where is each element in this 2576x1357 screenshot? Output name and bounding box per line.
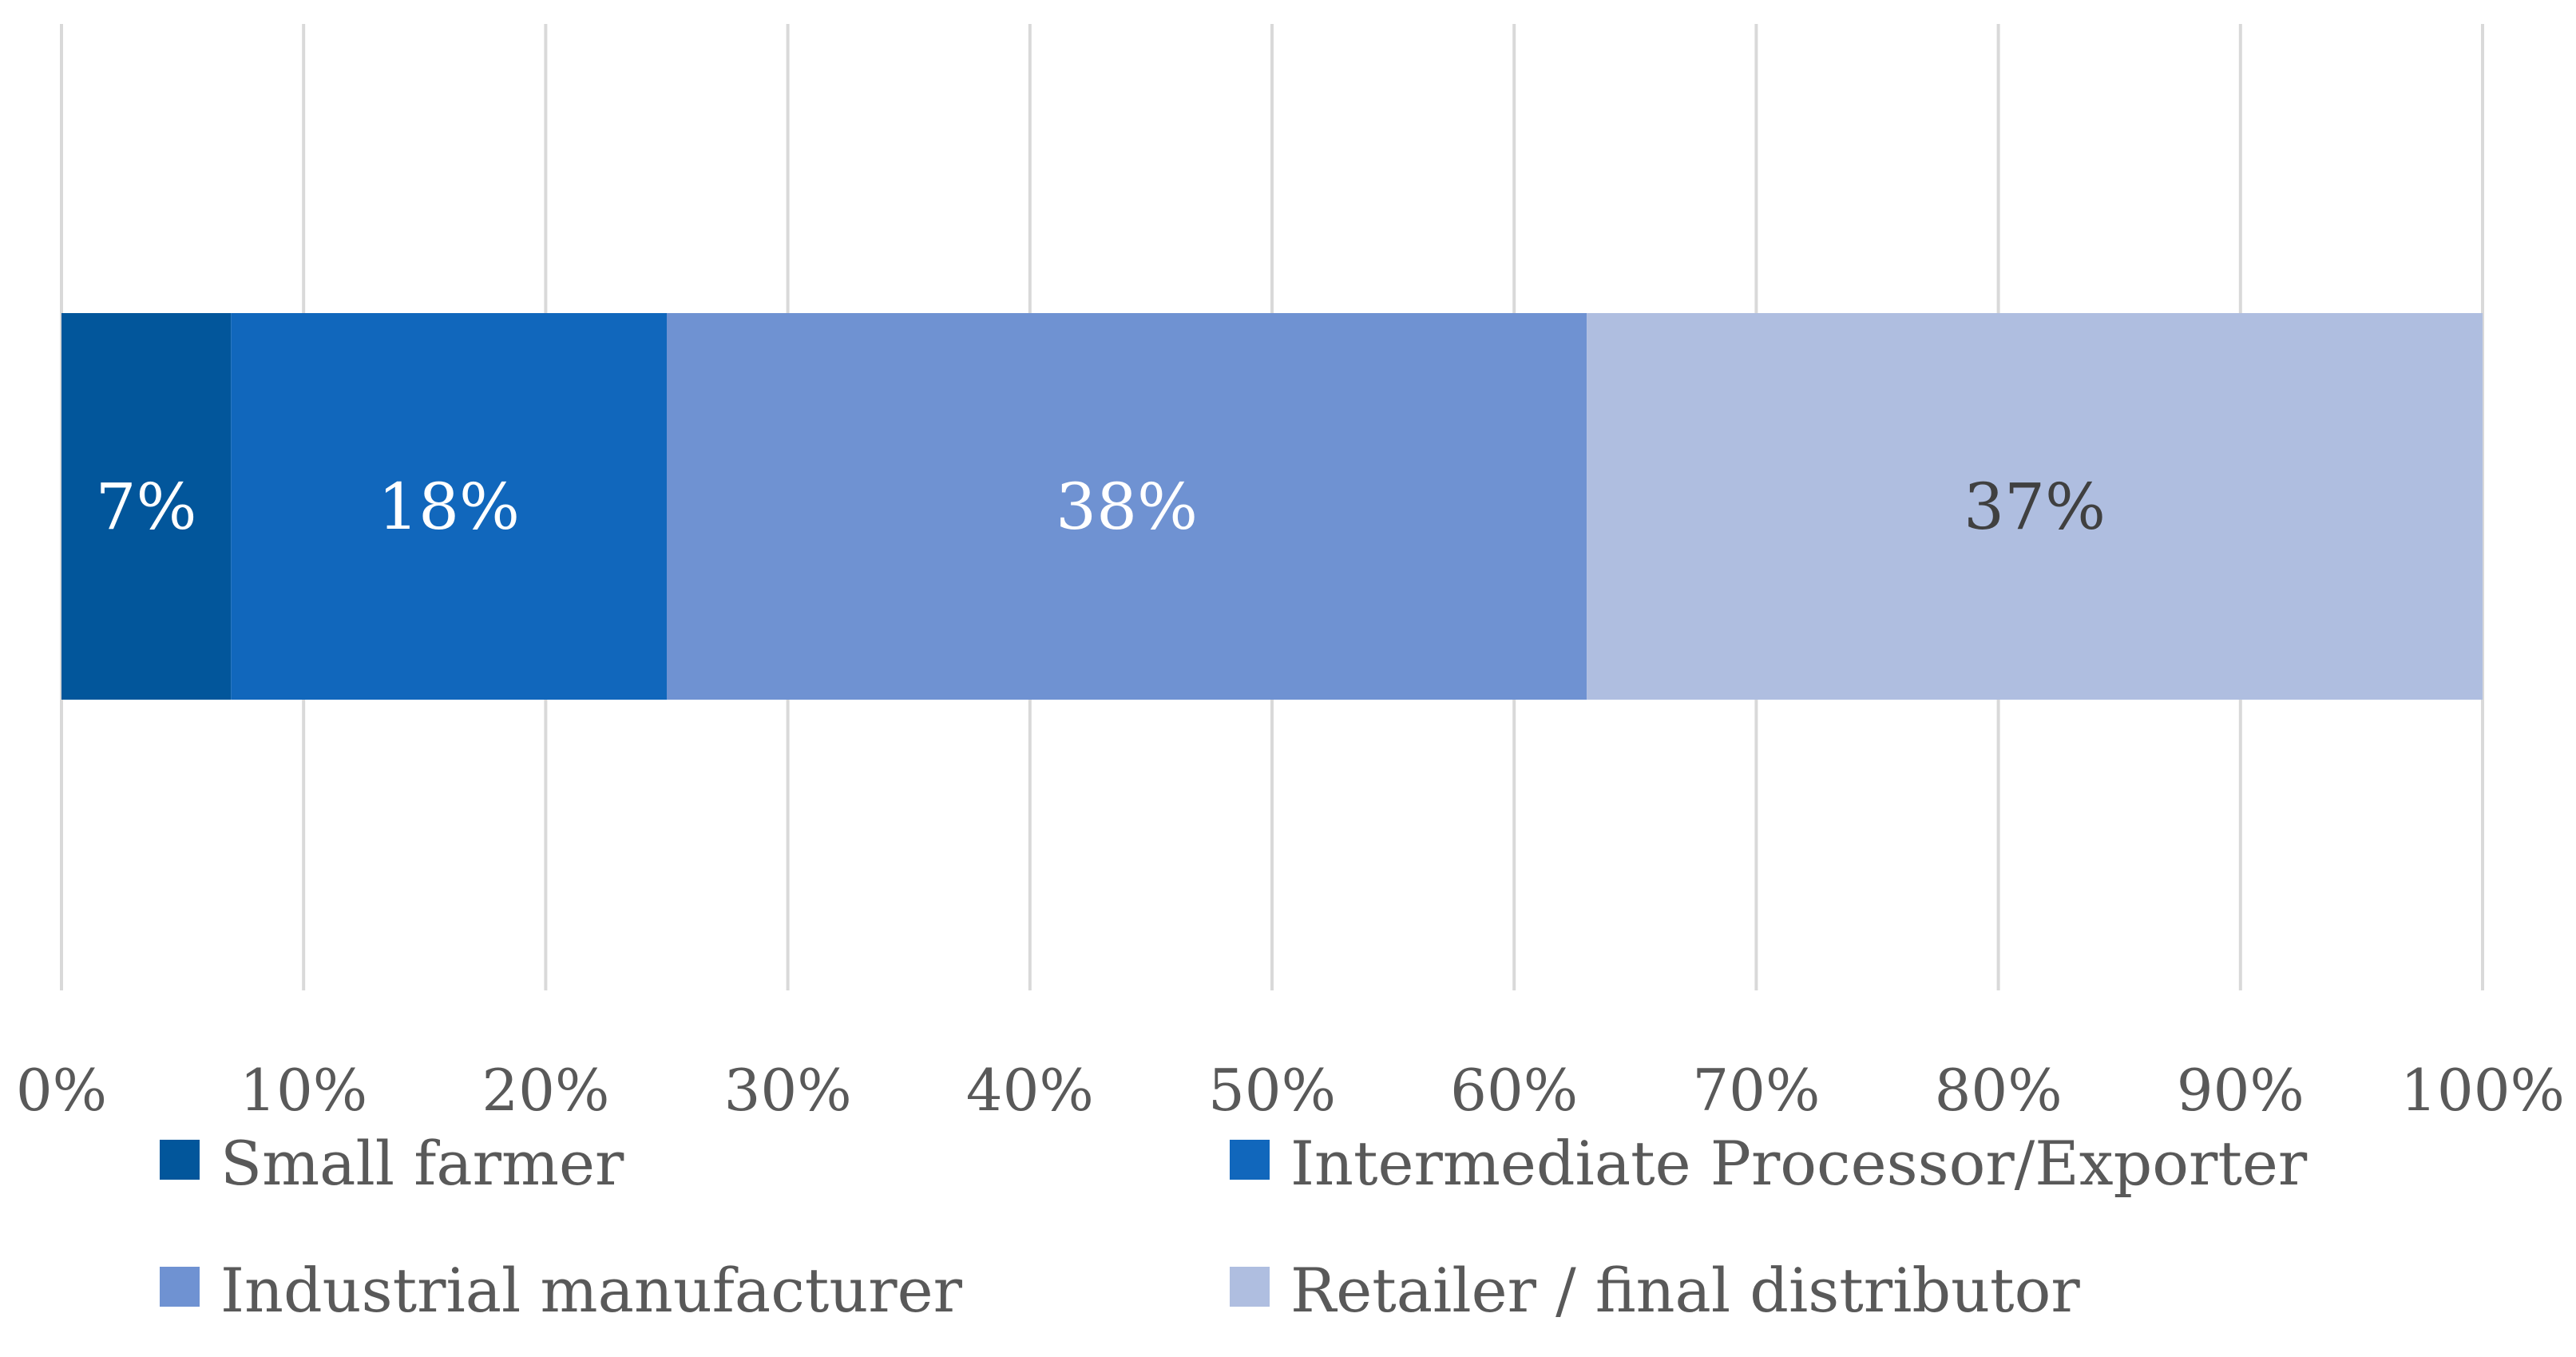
legend-label: Intermediate Processor/Exporter bbox=[1290, 1128, 2308, 1199]
bar-segment bbox=[1587, 313, 2483, 700]
data-label: 7% bbox=[96, 470, 197, 544]
x-tick-label: 50% bbox=[1208, 1057, 1336, 1124]
data-labels: 7% 18% 38% 37% bbox=[96, 470, 2106, 544]
x-tick-label: 0% bbox=[16, 1057, 107, 1124]
legend-label: Industrial manufacturer bbox=[220, 1255, 963, 1326]
legend-swatch bbox=[1230, 1267, 1270, 1307]
x-axis-tick-labels: 0% 10% 20% 30% 40% 50% 60% 70% 80% 90% 100% bbox=[16, 1057, 2565, 1124]
bar-segment bbox=[667, 313, 1587, 700]
legend: Small farmer Intermediate Processor/Expor… bbox=[160, 1128, 2308, 1326]
x-tick-label: 30% bbox=[724, 1057, 852, 1124]
x-tick-label: 100% bbox=[2400, 1057, 2565, 1124]
x-tick-label: 60% bbox=[1450, 1057, 1578, 1124]
x-tick-label: 70% bbox=[1692, 1057, 1820, 1124]
legend-label: Small farmer bbox=[220, 1128, 624, 1199]
data-label: 18% bbox=[378, 470, 520, 544]
data-label: 38% bbox=[1056, 470, 1198, 544]
legend-swatch bbox=[160, 1267, 200, 1307]
x-tick-label: 40% bbox=[966, 1057, 1094, 1124]
data-label: 37% bbox=[1964, 470, 2106, 544]
x-tick-label: 80% bbox=[1935, 1057, 2063, 1124]
legend-swatch bbox=[1230, 1140, 1270, 1180]
x-tick-label: 20% bbox=[482, 1057, 609, 1124]
x-tick-label: 10% bbox=[240, 1057, 367, 1124]
legend-label: Retailer / final distributor bbox=[1290, 1255, 2080, 1326]
legend-swatch bbox=[160, 1140, 200, 1180]
x-tick-label: 90% bbox=[2177, 1057, 2305, 1124]
bar-segments bbox=[61, 313, 2483, 700]
bar-segment bbox=[61, 313, 232, 700]
bar-segment bbox=[231, 313, 667, 700]
